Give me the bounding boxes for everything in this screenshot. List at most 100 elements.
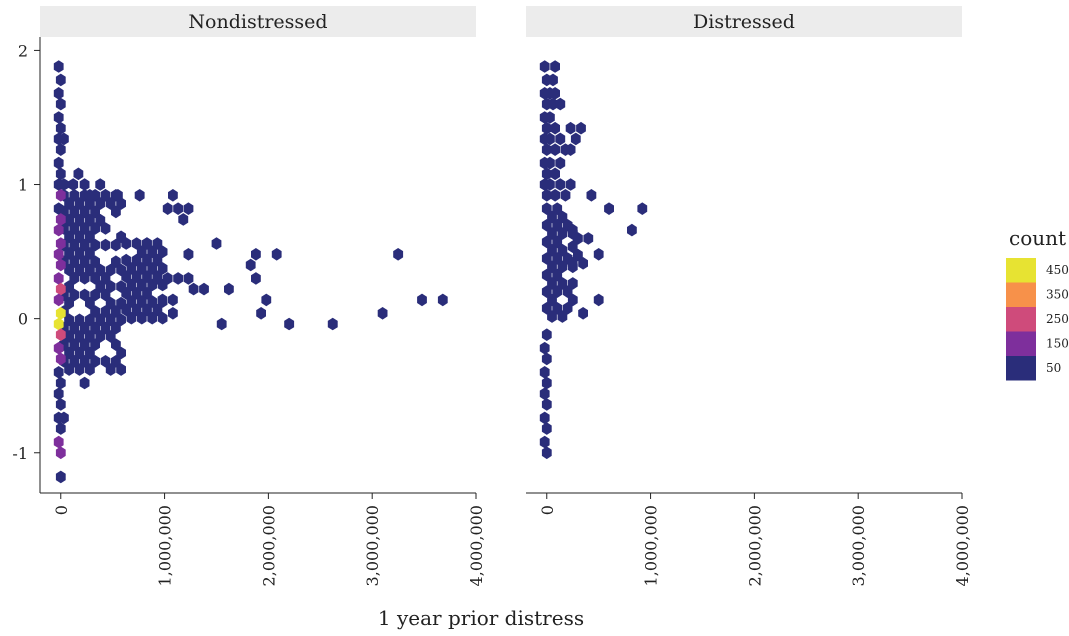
x-tick-label: 3,000,000	[849, 505, 868, 586]
hex-bin	[539, 60, 550, 73]
hex-bin	[90, 321, 100, 335]
hex-bin	[79, 376, 90, 390]
hex-bin	[116, 313, 126, 327]
hex-bin	[64, 263, 74, 277]
hex-bin	[136, 311, 147, 325]
hex-bin	[55, 189, 66, 202]
hex-bin	[557, 260, 568, 274]
hex-bin	[550, 60, 560, 73]
hex-bin	[85, 313, 95, 327]
hex-bin	[576, 121, 586, 135]
hex-bin	[95, 197, 106, 210]
hex-bin	[53, 202, 64, 215]
hex-bin	[552, 268, 563, 282]
hex-bin	[547, 227, 557, 240]
hex-bin	[74, 346, 85, 360]
hex-bin	[539, 341, 550, 355]
hex-bin	[64, 230, 74, 244]
hex-bin	[142, 237, 152, 250]
hex-bin	[55, 470, 66, 484]
hex-bin	[121, 253, 132, 267]
hex-bin	[541, 398, 552, 411]
hex-bin	[168, 293, 178, 307]
x-tick-label: 3,000,000	[363, 505, 382, 586]
hex-bin	[64, 247, 74, 260]
hex-bin	[557, 310, 568, 323]
hex-layer	[53, 60, 448, 484]
hex-bin	[555, 178, 566, 191]
hex-bin	[573, 232, 583, 245]
legend-label: 350	[1046, 288, 1069, 302]
hex-bin	[95, 213, 106, 227]
hex-bin	[173, 202, 183, 215]
hex-bin	[79, 338, 90, 351]
hex-bin	[79, 238, 90, 252]
panel-nondistressed: Nondistressed -1 0 1 2 0 1,000,000 2,000,000 3…	[12, 6, 486, 586]
hex-bin	[55, 97, 66, 111]
hex-bin	[74, 197, 85, 210]
legend-label: 450	[1046, 263, 1069, 277]
hex-bin	[555, 156, 566, 170]
hex-bin	[545, 156, 555, 170]
hex-bin	[183, 248, 194, 261]
legend-swatch	[1006, 307, 1036, 332]
hex-bin	[136, 262, 147, 275]
hex-bin	[90, 288, 100, 302]
hex-bin	[69, 355, 80, 368]
hex-bin	[552, 252, 563, 265]
hex-bin	[261, 293, 272, 307]
hex-bin	[157, 311, 168, 325]
hex-bin	[85, 296, 95, 310]
legend-label: 150	[1046, 337, 1069, 351]
hex-bin	[567, 240, 578, 253]
hex-bin	[69, 189, 80, 202]
legend-swatch	[1006, 282, 1036, 307]
hex-bin	[64, 213, 74, 227]
hex-bin	[178, 213, 189, 226]
hex-bin	[79, 222, 90, 235]
hex-bin	[74, 247, 85, 260]
hex-bin	[541, 202, 552, 215]
hex-bin	[100, 355, 111, 368]
hex-bin	[74, 363, 85, 376]
hex-bin	[95, 330, 106, 343]
hex-bin	[541, 422, 552, 435]
panel-title: Distressed	[693, 11, 795, 33]
hex-bin	[90, 355, 100, 368]
hex-bin	[541, 446, 552, 460]
x-tick-label: 0	[538, 505, 557, 515]
hex-bin	[552, 219, 563, 232]
hex-bin	[552, 302, 563, 315]
y-tick-label: 2	[18, 41, 28, 60]
hex-bin	[53, 248, 64, 261]
hex-bin	[64, 313, 74, 327]
hex-bin	[79, 205, 90, 219]
x-tick-label: 1,000,000	[642, 505, 661, 586]
hex-bin	[55, 307, 66, 320]
hex-bin	[142, 253, 152, 267]
hex-bin	[55, 328, 66, 341]
hex-bin	[53, 341, 64, 355]
hex-bin	[545, 132, 555, 146]
hex-bin	[417, 293, 427, 307]
hex-bin	[85, 197, 95, 210]
hex-bin	[555, 97, 566, 111]
hex-bin	[105, 313, 116, 327]
hex-bin	[157, 245, 168, 259]
hex-bin	[100, 288, 111, 302]
hex-bin	[69, 205, 80, 219]
hex-bin	[147, 262, 158, 275]
hex-bin	[541, 252, 552, 265]
hex-bin	[64, 363, 74, 376]
legend-label: 250	[1046, 312, 1069, 326]
hex-bin	[562, 285, 573, 298]
hex-bin	[69, 288, 80, 302]
hex-bin	[84, 189, 95, 202]
hex-bin	[100, 321, 111, 335]
hex-bin	[552, 202, 563, 215]
hex-bin	[79, 321, 90, 335]
hex-bin	[152, 272, 163, 285]
hex-bin	[55, 398, 66, 411]
hex-bin	[131, 270, 142, 283]
hex-bin	[147, 245, 158, 259]
